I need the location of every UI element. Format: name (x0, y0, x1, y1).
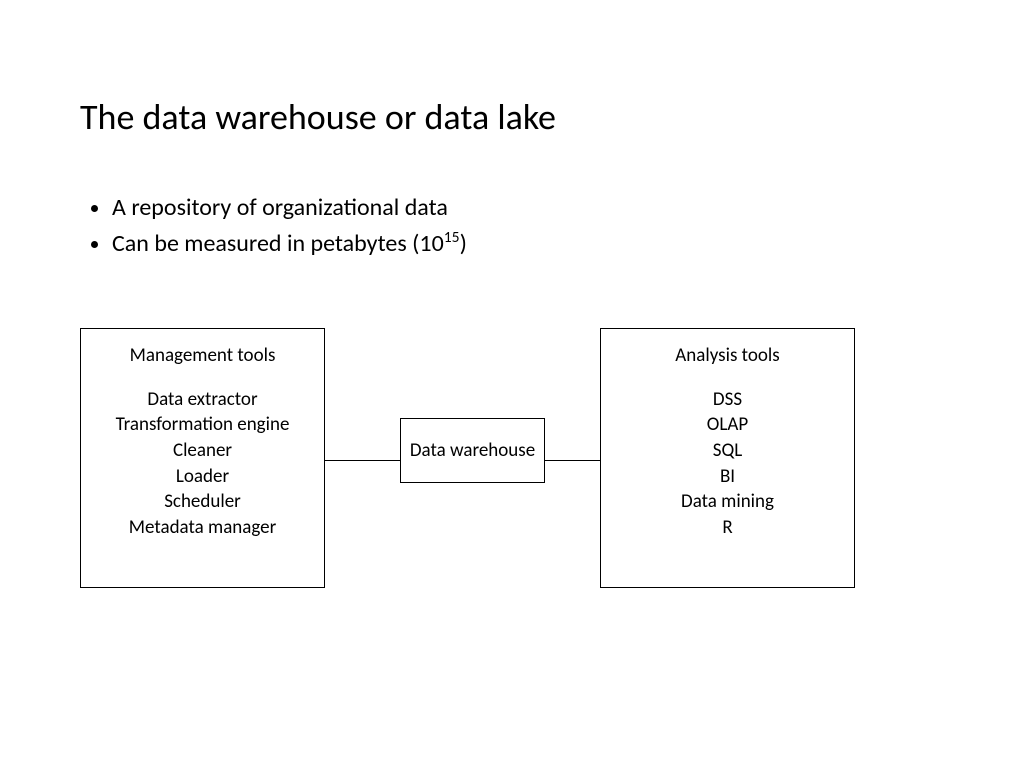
connector-right (545, 460, 600, 461)
node-analysis-tools: Analysis tools DSS OLAP SQL BI Data mini… (600, 328, 855, 588)
connector-left (325, 460, 400, 461)
node-item: Data extractor (147, 387, 257, 413)
node-item: Metadata manager (129, 515, 277, 541)
node-management-tools: Management tools Data extractor Transfor… (80, 328, 325, 588)
node-item: OLAP (707, 412, 748, 438)
node-item: Loader (176, 464, 229, 490)
node-item: R (722, 515, 732, 541)
node-item: BI (720, 464, 735, 490)
node-heading: Data warehouse (410, 438, 535, 464)
node-item: Data mining (681, 489, 774, 515)
node-item: Cleaner (173, 438, 232, 464)
node-item: DSS (713, 387, 742, 413)
node-heading: Analysis tools (675, 343, 779, 369)
node-item: Scheduler (164, 489, 241, 515)
node-heading: Management tools (130, 343, 276, 369)
diagram: Management tools Data extractor Transfor… (0, 0, 1024, 768)
node-item: Transformation engine (116, 412, 290, 438)
node-item: SQL (713, 438, 743, 464)
node-data-warehouse: Data warehouse (400, 418, 545, 483)
